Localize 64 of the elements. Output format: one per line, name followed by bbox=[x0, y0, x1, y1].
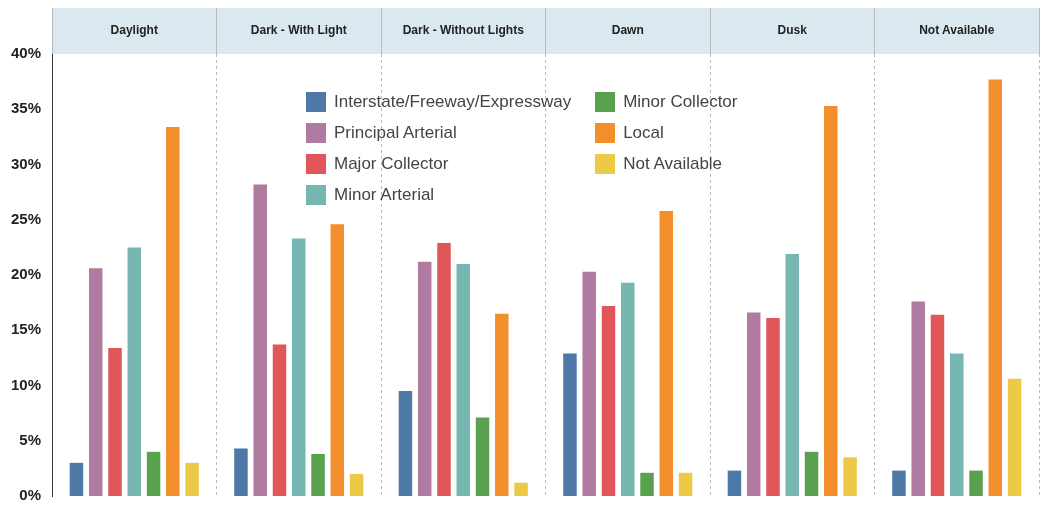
x-tick-label: Dark - With Light bbox=[250, 23, 347, 38]
bar bbox=[892, 470, 906, 496]
bar bbox=[292, 238, 306, 496]
legend-label: Minor Arterial bbox=[334, 184, 435, 205]
y-tick-label: 10% bbox=[10, 375, 42, 393]
bar bbox=[930, 314, 945, 496]
bar bbox=[1007, 378, 1022, 496]
bar bbox=[824, 105, 838, 496]
bar bbox=[766, 318, 780, 496]
bar bbox=[398, 391, 413, 496]
bar bbox=[621, 282, 635, 496]
bar bbox=[330, 224, 345, 496]
bar bbox=[969, 470, 983, 496]
bar bbox=[563, 353, 577, 496]
bar bbox=[950, 353, 964, 496]
bar bbox=[843, 457, 857, 496]
bar bbox=[272, 344, 287, 496]
y-tick-label: 15% bbox=[10, 320, 42, 338]
legend-label: Minor Collector bbox=[623, 91, 738, 112]
bar bbox=[417, 261, 432, 496]
bar bbox=[127, 247, 142, 496]
legend-label: Local bbox=[623, 122, 664, 143]
bar bbox=[804, 451, 819, 496]
y-tick-label: 40% bbox=[10, 44, 42, 62]
y-tick-label: 25% bbox=[10, 209, 42, 227]
bar bbox=[253, 184, 267, 496]
bar bbox=[234, 448, 248, 496]
bar bbox=[746, 312, 761, 496]
x-tick-label: Daylight bbox=[110, 23, 158, 38]
bar bbox=[988, 79, 1003, 496]
bar bbox=[514, 482, 528, 496]
bar bbox=[475, 417, 490, 496]
bar bbox=[437, 242, 451, 496]
legend-label: Major Collector bbox=[334, 153, 449, 174]
bar bbox=[349, 473, 364, 496]
bar bbox=[166, 126, 180, 496]
bar bbox=[495, 313, 509, 496]
y-tick-label: 20% bbox=[10, 265, 42, 283]
bar bbox=[582, 271, 596, 496]
bar bbox=[185, 462, 199, 496]
bar bbox=[785, 254, 799, 496]
y-tick-label: 30% bbox=[10, 154, 42, 172]
x-tick-label: Dusk bbox=[777, 23, 808, 38]
bar bbox=[640, 472, 654, 496]
y-tick-label: 35% bbox=[10, 99, 42, 117]
legend-label: Not Available bbox=[623, 153, 723, 174]
bar bbox=[911, 301, 925, 496]
legend-label: Interstate/Freeway/Expressway bbox=[334, 91, 572, 112]
bar bbox=[108, 347, 122, 496]
legend-label: Principal Arterial bbox=[334, 122, 457, 143]
x-tick-label: Dark - Without Lights bbox=[402, 23, 525, 38]
bar bbox=[456, 263, 471, 496]
bar bbox=[146, 451, 161, 496]
bar bbox=[601, 305, 616, 496]
bar bbox=[678, 472, 693, 496]
bar bbox=[311, 454, 325, 496]
bar bbox=[88, 268, 103, 496]
x-tick-label: Not Available bbox=[919, 23, 995, 38]
bar bbox=[659, 210, 674, 496]
bar bbox=[727, 470, 742, 496]
y-tick-label: 5% bbox=[19, 430, 42, 448]
y-tick-label: 0% bbox=[19, 486, 42, 504]
x-tick-label: Dawn bbox=[611, 23, 644, 38]
bar bbox=[69, 462, 84, 496]
